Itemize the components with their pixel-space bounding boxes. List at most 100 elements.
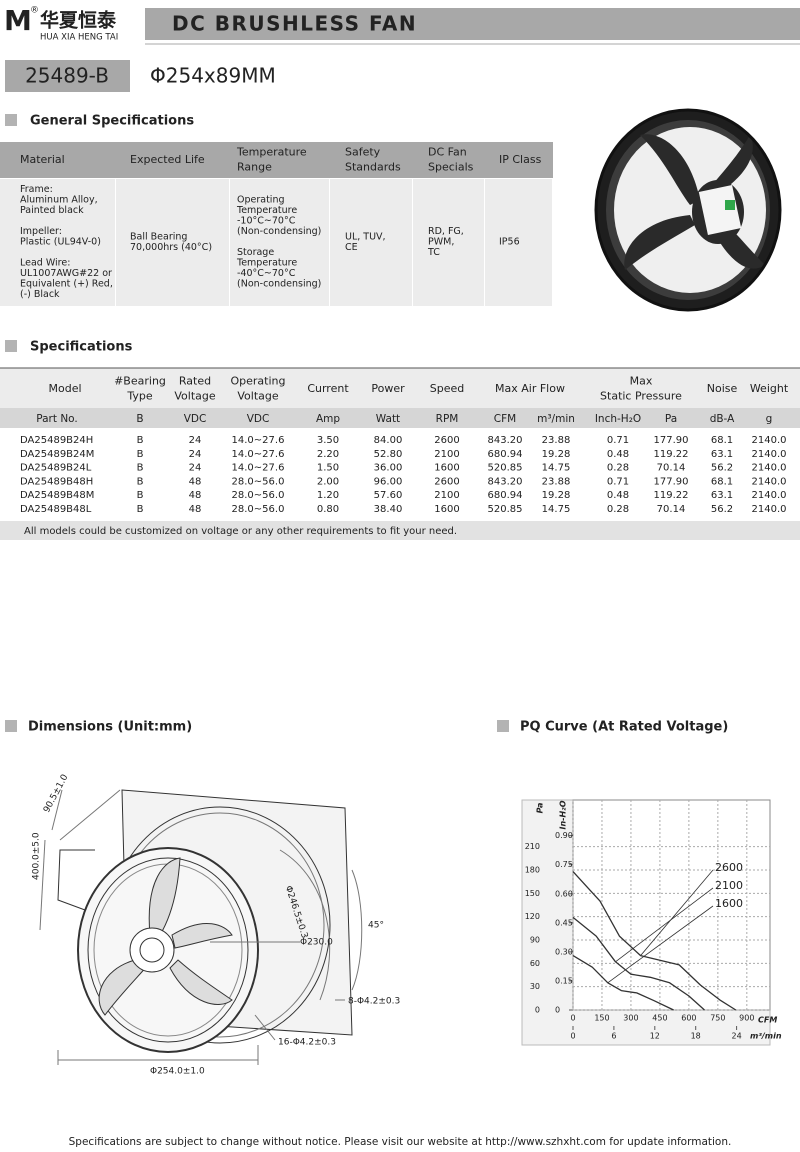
table-cell	[330, 179, 412, 306]
logo: M	[4, 4, 32, 37]
cell-text: Lead Wire:	[20, 258, 70, 269]
cell-text: Plastic (UL94V-0)	[20, 237, 101, 248]
section-heading: PQ Curve (At Rated Voltage)	[520, 720, 728, 735]
unit-label: RPM	[436, 413, 459, 425]
cell-text: 68.1	[711, 476, 733, 487]
cell-text: 843.20	[488, 435, 523, 446]
column-header: Specials	[428, 161, 474, 174]
section-marker	[497, 720, 509, 732]
column-header: DC Fan	[428, 146, 467, 159]
cell-text: 1600	[434, 463, 459, 474]
cell-text: 0.48	[607, 449, 629, 460]
cell-text: 57.60	[374, 490, 403, 501]
cell-text: Aluminum Alloy,	[20, 195, 98, 206]
cell-text: 2140.0	[752, 504, 787, 515]
y2-tick-label: 0.75	[555, 860, 573, 869]
cell-text: 14.0~27.6	[232, 435, 285, 446]
x-tick-label: 300	[623, 1014, 638, 1023]
cell-text: 520.85	[488, 463, 523, 474]
cell-text: -40°C~70°C	[237, 268, 296, 279]
note-bar	[0, 521, 800, 540]
table-cell	[116, 179, 229, 306]
cell-text: 0.48	[607, 490, 629, 501]
y2-tick-label: 0	[555, 1006, 560, 1015]
leader-line	[607, 905, 714, 984]
table-cell	[413, 179, 484, 306]
cell-text: 28.0~56.0	[232, 476, 285, 487]
column-header: Safety	[345, 146, 381, 159]
x-tick-label: 0	[570, 1014, 575, 1023]
dimension-label: 45°	[368, 921, 384, 931]
cell-text: 1.20	[317, 490, 339, 501]
cell-text: 63.1	[711, 490, 733, 501]
x2-tick-label: 6	[611, 1032, 616, 1041]
cell-text: 70.14	[657, 463, 686, 474]
leader-line	[615, 887, 714, 963]
table-cell	[485, 179, 552, 306]
cell-text: 520.85	[488, 504, 523, 515]
cell-text: IP56	[499, 237, 520, 248]
cell-text: B	[137, 490, 144, 501]
pq-curve	[572, 871, 737, 1011]
cell-text: Frame:	[20, 184, 53, 195]
column-header: Weight	[750, 382, 789, 395]
cell-text: 24	[189, 463, 202, 474]
column-header: Voltage	[237, 390, 278, 403]
cell-text: Temperature	[236, 258, 297, 269]
title-banner	[145, 8, 800, 40]
cell-text: 2140.0	[752, 490, 787, 501]
table-header	[0, 368, 800, 408]
cell-text: UL1007AWG#22 or	[20, 268, 112, 279]
axis-label: m³/min	[750, 1032, 782, 1041]
y-tick-label: 0	[535, 1006, 540, 1015]
cell-text: 2140.0	[752, 449, 787, 460]
x-tick-label: 900	[739, 1014, 754, 1023]
section-marker	[5, 720, 17, 732]
column-header: Type	[126, 390, 152, 403]
cell-text: 19.28	[542, 449, 571, 460]
x2-tick-label: 18	[691, 1032, 701, 1041]
section-heading: Specifications	[30, 340, 133, 355]
column-header: Static Pressure	[600, 390, 682, 403]
cell-text: 2600	[434, 476, 459, 487]
dimension-label: Φ230.0	[300, 938, 333, 948]
cell-text: 28.0~56.0	[232, 490, 285, 501]
cell-text: Painted black	[20, 205, 84, 216]
cell-text: (Non-condensing)	[237, 279, 321, 290]
y2-tick-label: 0.15	[555, 976, 573, 985]
section-marker	[5, 114, 17, 126]
unit-label: dB-A	[710, 413, 735, 425]
part-number: DA25489B48M	[20, 490, 94, 501]
cell-text: 0.71	[607, 435, 629, 446]
cell-text: UL, TUV,	[345, 231, 386, 242]
cell-text: 70,000hrs (40°C)	[130, 242, 212, 253]
part-number: DA25489B24H	[20, 435, 93, 446]
cell-text: 2140.0	[752, 463, 787, 474]
cell-text: 0.28	[607, 463, 629, 474]
cell-text: 96.00	[374, 476, 403, 487]
column-header: Current	[307, 382, 349, 395]
cell-text: B	[137, 476, 144, 487]
y-tick-label: 210	[525, 842, 540, 851]
x2-tick-label: 0	[570, 1032, 575, 1041]
unit-label: B	[136, 413, 143, 425]
model-number: 25489-B	[25, 64, 109, 88]
cell-text: 56.2	[711, 463, 733, 474]
cell-text: B	[137, 435, 144, 446]
cell-text: Temperature	[236, 205, 297, 216]
axis-label: In-H₂O	[559, 800, 568, 829]
cell-text: 19.28	[542, 490, 571, 501]
dimension-drawing	[39, 789, 363, 1065]
cell-text: 36.00	[374, 463, 403, 474]
cell-text: (Non-condensing)	[237, 226, 321, 237]
cell-text: B	[137, 463, 144, 474]
part-number: DA25489B24M	[20, 449, 94, 460]
cell-text: 14.75	[542, 504, 571, 515]
dimension-label: 16-Φ4.2±0.3	[278, 1038, 336, 1048]
plot-area	[572, 799, 771, 1011]
fan-photo	[594, 108, 782, 312]
column-header: Max	[630, 375, 653, 388]
cell-text: Equivalent (+) Red,	[20, 279, 113, 290]
unit-label: VDC	[184, 413, 207, 425]
cell-text: RD, FG,	[428, 226, 464, 237]
